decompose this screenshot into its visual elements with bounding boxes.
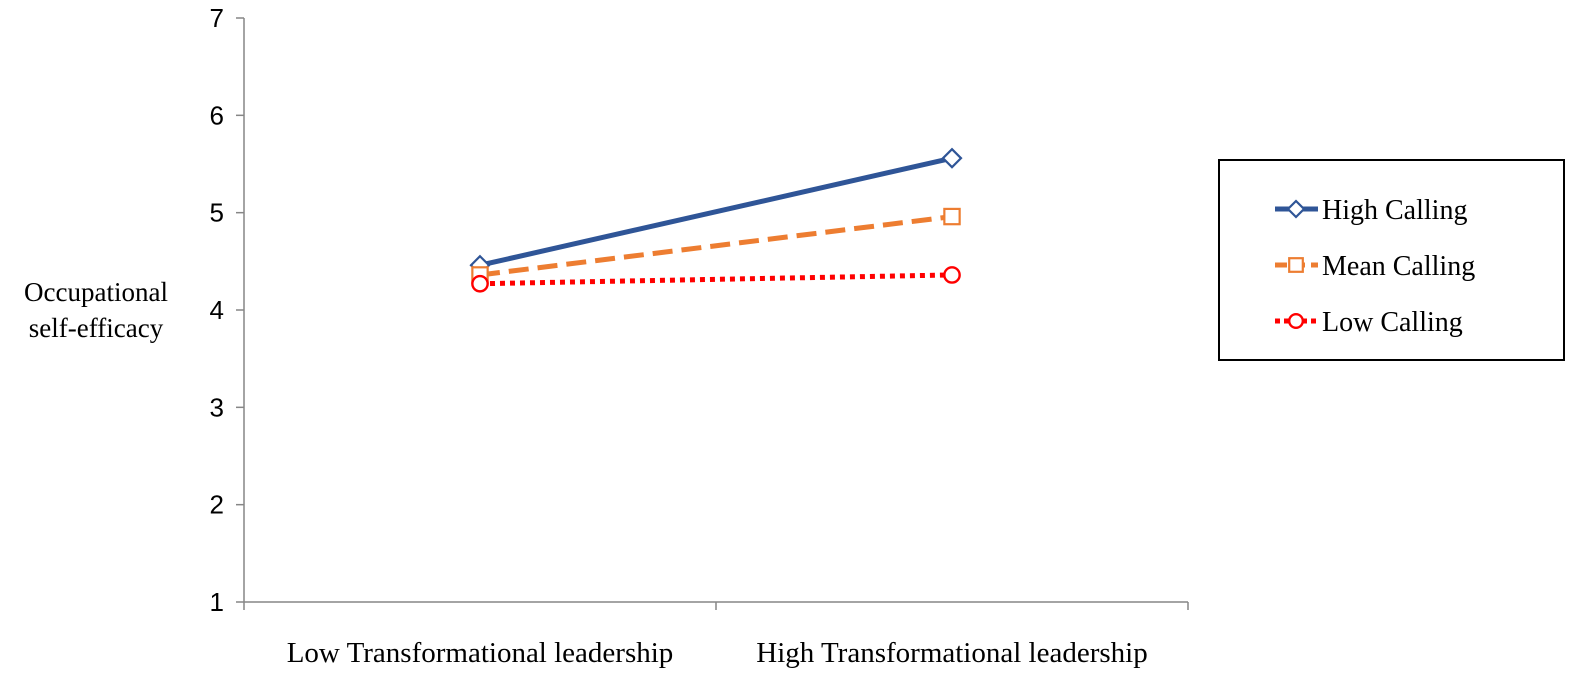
y-tick-label: 7	[210, 3, 224, 33]
axes	[236, 17, 1189, 610]
x-category-labels: Low Transformational leadership High Tran…	[287, 637, 1148, 669]
diamond-marker	[941, 147, 963, 169]
series-lines	[469, 147, 963, 293]
legend: High Calling Mean Calling Low Calling	[1218, 159, 1565, 361]
square-marker	[943, 207, 961, 226]
y-axis-label-line: self-efficacy	[29, 313, 164, 343]
series-line	[479, 272, 953, 287]
y-tick-label: 5	[210, 198, 224, 228]
legend-box	[1218, 159, 1565, 361]
series-mean-calling	[471, 207, 961, 284]
series-line	[479, 155, 953, 268]
circle-marker	[471, 274, 489, 293]
legend-label: Mean Calling	[1322, 251, 1475, 282]
legend-item: Low Calling	[1275, 307, 1463, 338]
y-tick-label: 2	[210, 490, 224, 520]
legend-label: High Calling	[1322, 195, 1467, 226]
x-category-label: Low Transformational leadership	[287, 637, 674, 669]
series-high-calling	[469, 147, 963, 276]
y-tick-label: 3	[210, 392, 224, 422]
y-tick-label: 4	[210, 295, 224, 325]
y-tick-labels: 1 2 3 4 5 6 7	[210, 3, 224, 617]
circle-marker	[1287, 313, 1304, 330]
legend-label: Low Calling	[1322, 307, 1463, 338]
y-tick-label: 6	[210, 100, 224, 130]
x-category-label: High Transformational leadership	[756, 637, 1147, 669]
square-marker	[1288, 257, 1304, 273]
series-low-calling	[471, 266, 961, 293]
legend-item: Mean Calling	[1275, 251, 1475, 282]
diamond-marker	[1286, 199, 1306, 219]
y-axis-label-line: Occupational	[24, 277, 168, 307]
series-line	[479, 214, 953, 278]
y-axis-title: Occupational self-efficacy	[24, 277, 168, 343]
legend-item: High Calling	[1275, 195, 1467, 226]
y-tick-label: 1	[210, 587, 224, 617]
circle-marker	[943, 266, 961, 284]
